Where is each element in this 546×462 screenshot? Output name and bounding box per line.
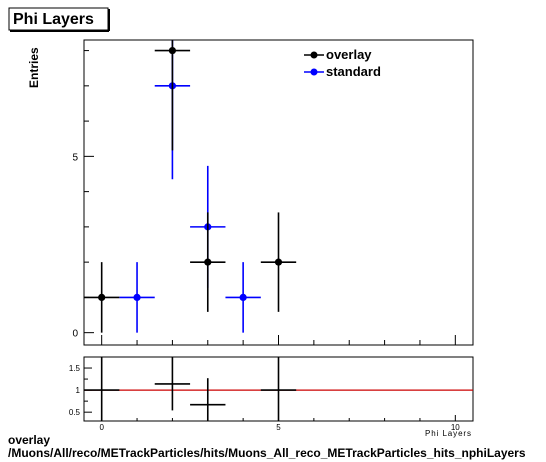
main-y-tick-label: 5 <box>72 152 78 163</box>
series-overlay <box>84 40 297 333</box>
title-box: Phi Layers <box>8 7 110 32</box>
ratio-y-tick-label: 0.5 <box>69 408 81 417</box>
data-point-overlay <box>168 46 177 55</box>
ratio-x-tick-label: 5 <box>276 423 281 432</box>
chart-title: Phi Layers <box>13 11 94 28</box>
data-point-overlay <box>204 258 212 266</box>
legend-label-overlay: overlay <box>326 47 372 62</box>
data-point-overlay <box>274 258 283 266</box>
x-axis-label-clipped: Phi Layers <box>425 429 471 438</box>
data-point-standard <box>133 293 141 301</box>
ratio-x-tick-label: 0 <box>99 423 104 432</box>
series-standard <box>119 40 261 333</box>
footer-line-2: /Muons/All/reco/METrackParticles/hits/Mu… <box>8 446 526 460</box>
y-axis-label: Entries <box>27 47 41 88</box>
footer-line-1: overlay <box>8 433 51 447</box>
ratio-y-tick-label: 1 <box>76 386 81 395</box>
data-point-overlay <box>98 293 106 301</box>
data-point-standard <box>239 293 247 301</box>
legend: overlay standard <box>304 47 381 79</box>
legend-marker-overlay <box>310 51 318 59</box>
legend-label-standard: standard <box>326 64 381 79</box>
legend-marker-standard <box>310 68 318 76</box>
main-y-tick-label: 0 <box>72 329 78 340</box>
ratio-y-tick-label: 1.5 <box>69 364 81 373</box>
ratio-x-tick-label: 10 <box>451 423 460 432</box>
